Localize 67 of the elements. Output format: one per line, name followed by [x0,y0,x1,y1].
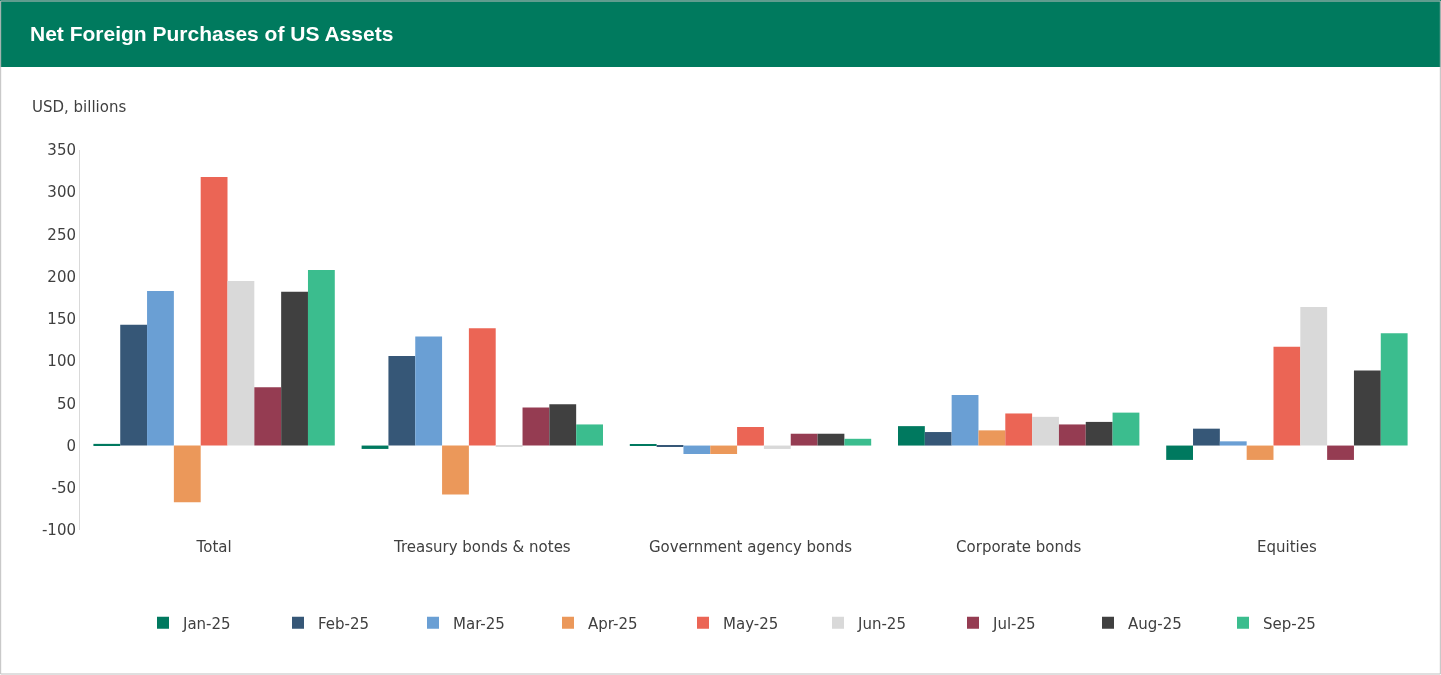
bar [388,356,416,446]
legend-label: Jan-25 [182,614,231,633]
legend-label: Mar-25 [453,614,505,633]
bar [1273,346,1301,446]
chart-title: Net Foreign Purchases of US Assets [30,22,394,45]
x-tick-label: Total [195,538,232,556]
legend-label: May-25 [723,614,779,633]
bar [737,426,764,446]
bar [1166,445,1194,460]
bar [1246,445,1274,460]
bar [549,404,577,446]
bar [1327,445,1354,460]
x-tick-label: Corporate bonds [956,538,1082,556]
y-tick-label: -100 [41,521,76,540]
legend-label: Apr-25 [588,614,638,633]
bar [254,387,282,446]
bar [200,177,228,446]
bar [1300,307,1328,446]
y-tick-label: 150 [47,310,76,329]
bar [978,430,1006,446]
bar [817,433,845,446]
y-tick-label: 100 [47,352,76,371]
bar [1193,428,1220,446]
y-tick-label: -50 [51,479,76,498]
bar [120,324,148,446]
bar [173,445,201,503]
y-tick-label: 250 [47,225,76,244]
legend-label: Jul-25 [992,614,1036,633]
y-axis-title: USD, billions [32,98,127,116]
legend-label: Feb-25 [318,614,370,633]
bar [683,445,711,454]
legend-label: Aug-25 [1128,614,1182,633]
bar [1380,333,1408,446]
bar [147,291,174,446]
bar [1219,441,1247,446]
y-tick-label: 200 [47,267,76,286]
bar [898,426,925,446]
x-tick-label: Treasury bonds & notes [392,538,571,556]
bar [576,424,603,446]
legend-label: Sep-25 [1263,614,1316,633]
bar [763,445,791,449]
bar [442,445,469,495]
bar [468,328,496,446]
bar [1005,413,1033,446]
y-tick-label: 0 [66,436,76,455]
bar [1032,416,1059,446]
legend-label: Jun-25 [857,614,906,633]
x-tick-label: Government agency bonds [648,538,853,556]
bar [924,432,952,446]
bar [1112,412,1140,446]
bar [790,433,818,446]
y-tick-label: 300 [47,183,76,202]
bar [1085,421,1113,446]
y-tick-label: 50 [56,394,76,413]
bar [522,407,550,446]
bar [1353,370,1381,446]
bar [281,291,308,446]
x-tick-label: Equities [1257,538,1317,556]
bar [951,394,979,446]
y-tick-label: 350 [47,141,76,160]
bar [307,269,335,446]
bar [844,438,872,446]
bar [1058,424,1086,446]
bar [93,443,121,446]
bar [710,445,738,454]
bar [415,336,443,446]
bar [227,280,255,446]
